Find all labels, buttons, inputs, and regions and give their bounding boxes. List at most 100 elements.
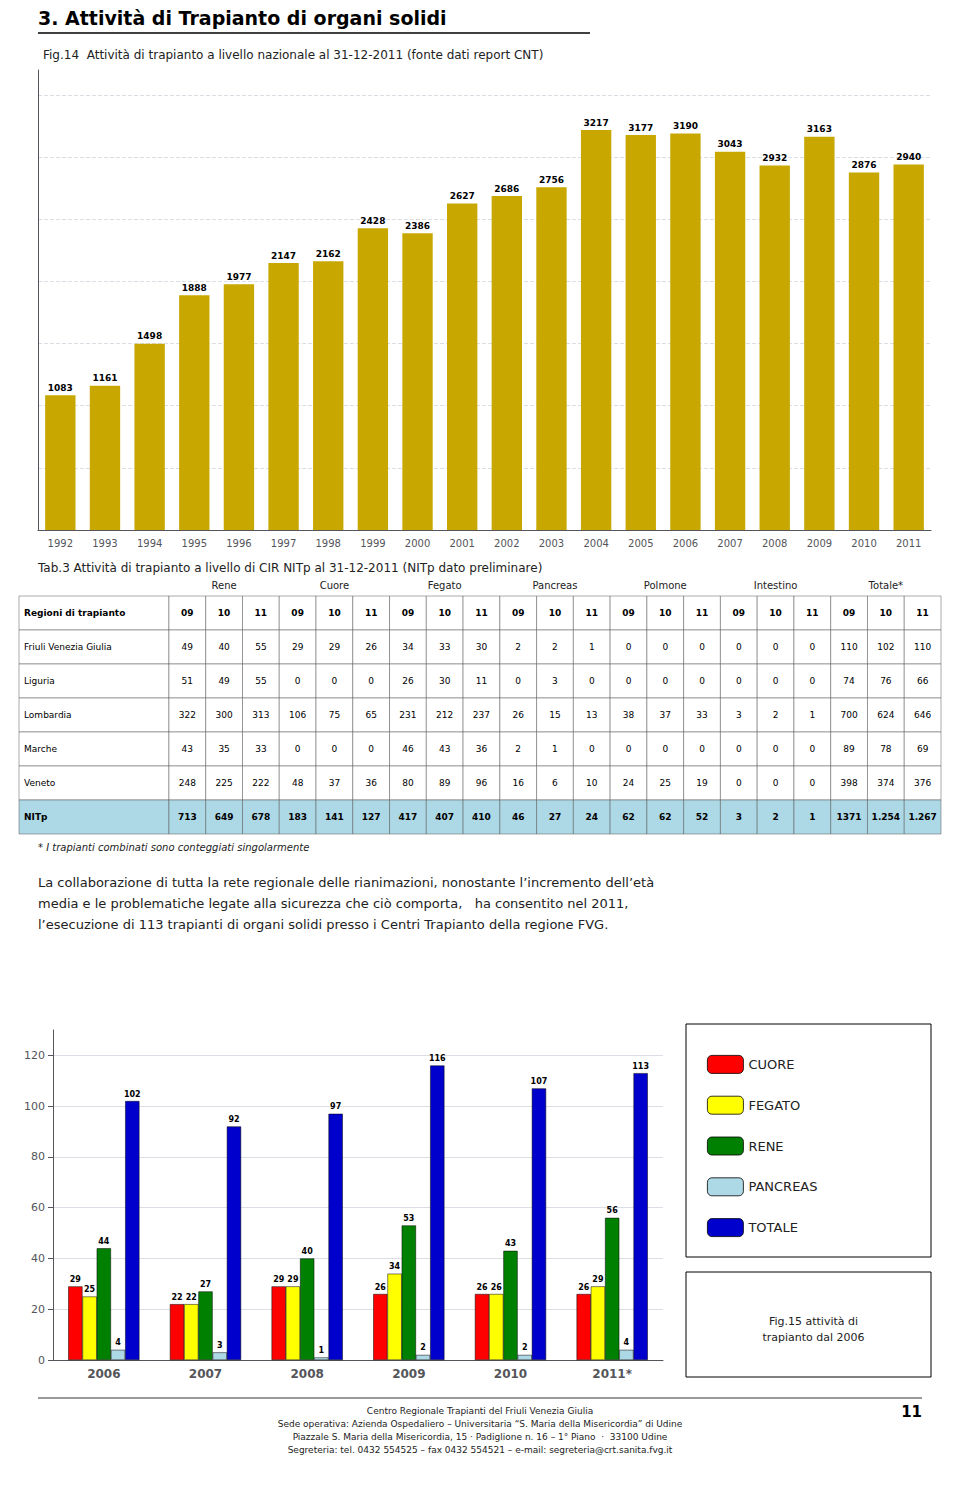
svg-text:120: 120 (24, 1049, 45, 1062)
svg-text:* I trapianti combinati sono c: * I trapianti combinati sono conteggiati… (38, 842, 309, 853)
svg-text:0: 0 (699, 744, 705, 754)
svg-text:4: 4 (115, 1338, 121, 1347)
svg-text:102: 102 (124, 1090, 141, 1099)
svg-text:2940: 2940 (896, 152, 921, 162)
svg-text:0: 0 (699, 642, 705, 652)
svg-text:11: 11 (806, 608, 819, 618)
svg-text:30: 30 (476, 642, 488, 652)
svg-text:322: 322 (179, 710, 196, 720)
svg-text:Polmone: Polmone (644, 580, 687, 591)
svg-text:2932: 2932 (762, 153, 787, 163)
svg-text:09: 09 (843, 608, 856, 618)
svg-text:PANCREAS: PANCREAS (748, 1179, 817, 1194)
svg-text:20: 20 (31, 1303, 45, 1316)
svg-text:65: 65 (365, 710, 376, 720)
svg-text:3177: 3177 (628, 123, 653, 133)
svg-text:3: 3 (736, 710, 742, 720)
svg-text:10: 10 (549, 608, 562, 618)
svg-text:80: 80 (31, 1150, 45, 1163)
svg-text:1993: 1993 (92, 538, 117, 549)
svg-text:09: 09 (291, 608, 304, 618)
svg-text:2: 2 (552, 642, 558, 652)
svg-text:1: 1 (319, 1346, 325, 1355)
svg-text:107: 107 (531, 1077, 548, 1086)
svg-text:222: 222 (252, 778, 269, 788)
svg-text:0: 0 (626, 676, 632, 686)
svg-text:0: 0 (332, 744, 338, 754)
svg-text:48: 48 (292, 778, 304, 788)
svg-text:0: 0 (773, 778, 779, 788)
svg-text:60: 60 (31, 1201, 45, 1214)
svg-text:96: 96 (476, 778, 488, 788)
svg-text:Centro Regionale Trapianti del: Centro Regionale Trapianti del Friuli Ve… (367, 1406, 593, 1416)
svg-text:36: 36 (476, 744, 488, 754)
svg-text:09: 09 (512, 608, 525, 618)
svg-text:30: 30 (439, 676, 451, 686)
svg-text:116: 116 (429, 1054, 446, 1063)
svg-text:13: 13 (586, 710, 597, 720)
svg-text:2686: 2686 (494, 184, 519, 194)
svg-text:624: 624 (877, 710, 894, 720)
svg-text:46: 46 (512, 812, 525, 822)
svg-text:10: 10 (328, 608, 341, 618)
svg-text:11: 11 (585, 608, 598, 618)
svg-text:NITp: NITp (24, 812, 48, 822)
svg-text:313: 313 (252, 710, 269, 720)
svg-text:183: 183 (288, 812, 307, 822)
svg-text:24: 24 (585, 812, 598, 822)
svg-text:0: 0 (662, 642, 668, 652)
svg-text:649: 649 (215, 812, 234, 822)
svg-text:2: 2 (420, 1343, 426, 1352)
svg-text:6: 6 (552, 778, 558, 788)
svg-text:Sede operativa: Azienda Ospeda: Sede operativa: Azienda Ospedaliero – Un… (278, 1419, 683, 1429)
svg-text:26: 26 (512, 710, 524, 720)
svg-text:141: 141 (325, 812, 344, 822)
svg-text:1: 1 (809, 812, 815, 822)
svg-text:2005: 2005 (628, 538, 653, 549)
svg-text:55: 55 (255, 676, 266, 686)
svg-text:46: 46 (402, 744, 414, 754)
svg-text:3043: 3043 (718, 139, 743, 149)
svg-text:26: 26 (578, 1283, 590, 1292)
svg-text:0: 0 (773, 642, 779, 652)
svg-text:29: 29 (70, 1275, 82, 1284)
svg-text:2008: 2008 (762, 538, 787, 549)
svg-text:11: 11 (916, 608, 929, 618)
svg-text:3: 3 (552, 676, 558, 686)
svg-text:0: 0 (736, 778, 742, 788)
svg-text:1977: 1977 (226, 272, 251, 282)
svg-text:62: 62 (622, 812, 635, 822)
svg-text:RENE: RENE (748, 1139, 783, 1154)
svg-text:2011*: 2011* (592, 1367, 632, 1381)
svg-text:237: 237 (473, 710, 490, 720)
svg-text:0: 0 (295, 676, 301, 686)
svg-text:1999: 1999 (360, 538, 385, 549)
svg-text:Tab.3 Attività di trapianto a: Tab.3 Attività di trapianto a livello di… (37, 561, 542, 575)
svg-text:0: 0 (662, 676, 668, 686)
svg-text:0: 0 (295, 744, 301, 754)
svg-text:11: 11 (476, 676, 487, 686)
svg-text:29: 29 (329, 642, 341, 652)
svg-text:1371: 1371 (837, 812, 862, 822)
svg-text:Piazzale S. Maria della Miseri: Piazzale S. Maria della Misericordia, 15… (293, 1432, 668, 1442)
svg-text:10: 10 (769, 608, 782, 618)
svg-text:43: 43 (182, 744, 193, 754)
svg-text:51: 51 (182, 676, 193, 686)
svg-text:1998: 1998 (315, 538, 340, 549)
svg-text:09: 09 (733, 608, 746, 618)
svg-text:2010: 2010 (494, 1367, 527, 1381)
svg-text:56: 56 (607, 1206, 619, 1215)
svg-text:37: 37 (329, 778, 340, 788)
svg-text:Friuli Venezia Giulia: Friuli Venezia Giulia (24, 642, 112, 652)
svg-text:0: 0 (809, 676, 815, 686)
svg-text:0: 0 (773, 744, 779, 754)
svg-text:34: 34 (389, 1262, 401, 1271)
svg-text:40: 40 (218, 642, 230, 652)
svg-text:09: 09 (181, 608, 194, 618)
svg-text:3. Attività di Trapianto di or: 3. Attività di Trapianto di organi solid… (38, 7, 447, 29)
svg-text:29: 29 (592, 1275, 604, 1284)
svg-text:3190: 3190 (673, 121, 698, 131)
svg-text:3217: 3217 (584, 118, 609, 128)
svg-text:Veneto: Veneto (24, 778, 56, 788)
svg-text:2007: 2007 (717, 538, 742, 549)
